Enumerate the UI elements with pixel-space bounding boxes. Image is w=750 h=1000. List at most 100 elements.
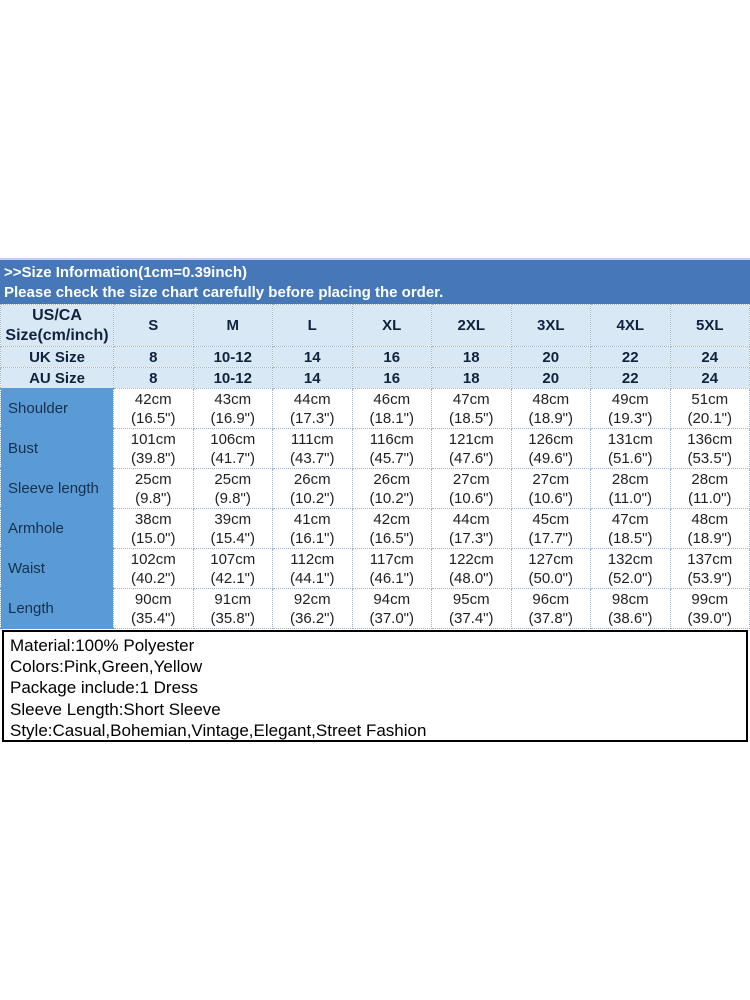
table-cell: 112cm (44.1") — [272, 548, 353, 589]
table-cell: 91cm (35.8") — [192, 588, 273, 629]
size-table-body: US/CA Size(cm/inch) S M L XL 2XL 3XL 4XL 5XL UK S… — [0, 304, 750, 629]
table-cell: 16 — [351, 367, 432, 389]
table-cell: 44cm (17.3") — [272, 388, 353, 429]
size-col-header: XL — [351, 304, 432, 347]
table-cell: 127cm (50.0") — [510, 548, 591, 589]
corner-header-cell: US/CA Size(cm/inch) — [0, 304, 114, 347]
row-label: Sleeve length — [0, 468, 114, 509]
table-row-uk_row: UK Size 8 10-12 14 16 18 20 22 24 — [0, 346, 750, 368]
table-cell: 14 — [272, 346, 353, 368]
table-cell: 14 — [272, 367, 353, 389]
table-cell: 10-12 — [192, 367, 273, 389]
row-label: Armhole — [0, 508, 114, 549]
banner-subtitle: Please check the size chart carefully be… — [4, 284, 444, 301]
table-cell: 47cm (18.5") — [431, 388, 512, 429]
table-cell: 45cm (17.7") — [510, 508, 591, 549]
table-row-measurement: Armhole 38cm (15.0") 39cm (15.4") 41cm (16.… — [0, 508, 750, 549]
table-cell: 101cm (39.8") — [113, 428, 194, 469]
table-cell: 25cm (9.8") — [192, 468, 273, 509]
table-cell: 16 — [351, 346, 432, 368]
table-cell: 8 — [113, 367, 194, 389]
table-cell: 95cm (37.4") — [431, 588, 512, 629]
table-cell: 90cm (35.4") — [113, 588, 194, 629]
table-cell: 47cm (18.5") — [590, 508, 671, 549]
size-table: US/CA Size(cm/inch) S M L XL 2XL 3XL 4XL 5XL UK S… — [0, 304, 750, 629]
table-cell: 20 — [510, 346, 591, 368]
product-info-line: Style:Casual,Bohemian,Vintage,Elegant,St… — [10, 720, 427, 740]
table-cell: 46cm (18.1") — [351, 388, 432, 429]
table-cell: 96cm (37.8") — [510, 588, 591, 629]
size-info-banner: >>Size Information(1cm=0.39inch) Please … — [0, 258, 750, 304]
row-label: UK Size — [0, 346, 114, 368]
row-label: AU Size — [0, 367, 114, 389]
banner-title: >>Size Information(1cm=0.39inch) — [4, 264, 247, 281]
table-row-measurement: Shoulder 42cm (16.5") 43cm (16.9") 44cm (17… — [0, 388, 750, 429]
table-cell: 44cm (17.3") — [431, 508, 512, 549]
table-cell: 51cm (20.1") — [669, 388, 750, 429]
table-row-measurement: Length 90cm (35.4") 91cm (35.8") 92cm (36.2… — [0, 588, 750, 629]
table-cell: 131cm (51.6") — [590, 428, 671, 469]
table-cell: 26cm (10.2") — [351, 468, 432, 509]
size-col-header: L — [272, 304, 353, 347]
product-info-line: Package include:1 Dress — [10, 678, 199, 698]
table-cell: 42cm (16.5") — [351, 508, 432, 549]
table-cell: 27cm (10.6") — [510, 468, 591, 509]
table-cell: 111cm (43.7") — [272, 428, 353, 469]
product-info-line: Colors:Pink,Green,Yellow — [10, 657, 203, 677]
table-cell: 28cm (11.0") — [669, 468, 750, 509]
table-row-measurement: Sleeve length 25cm (9.8") 25cm (9.8") 26cm … — [0, 468, 750, 509]
table-cell: 22 — [590, 346, 671, 368]
table-cell: 24 — [669, 367, 750, 389]
table-cell: 48cm (18.9") — [669, 508, 750, 549]
table-cell: 43cm (16.9") — [192, 388, 273, 429]
table-cell: 39cm (15.4") — [192, 508, 273, 549]
table-cell: 10-12 — [192, 346, 273, 368]
table-cell: 42cm (16.5") — [113, 388, 194, 429]
table-cell: 22 — [590, 367, 671, 389]
table-cell: 25cm (9.8") — [113, 468, 194, 509]
table-cell: 132cm (52.0") — [590, 548, 671, 589]
table-cell: 49cm (19.3") — [590, 388, 671, 429]
table-cell: 99cm (39.0") — [669, 588, 750, 629]
table-cell: 28cm (11.0") — [590, 468, 671, 509]
table-row-measurement: Bust 101cm (39.8") 106cm (41.7") 111cm (43.… — [0, 428, 750, 469]
size-col-header: 5XL — [669, 304, 750, 347]
size-col-header: 4XL — [590, 304, 671, 347]
table-cell: 18 — [431, 367, 512, 389]
table-cell: 116cm (45.7") — [351, 428, 432, 469]
table-cell: 92cm (36.2") — [272, 588, 353, 629]
size-col-header: 2XL — [431, 304, 512, 347]
table-row-sizes: US/CA Size(cm/inch) S M L XL 2XL 3XL 4XL 5XL — [0, 304, 750, 347]
table-cell: 126cm (49.6") — [510, 428, 591, 469]
table-cell: 102cm (40.2") — [113, 548, 194, 589]
table-cell: 117cm (46.1") — [351, 548, 432, 589]
table-cell: 137cm (53.9") — [669, 548, 750, 589]
table-cell: 107cm (42.1") — [192, 548, 273, 589]
table-cell: 38cm (15.0") — [113, 508, 194, 549]
row-label: Shoulder — [0, 388, 114, 429]
table-row-au_row: AU Size 8 10-12 14 16 18 20 22 24 — [0, 367, 750, 389]
row-label: Bust — [0, 428, 114, 469]
table-cell: 27cm (10.6") — [431, 468, 512, 509]
table-cell: 20 — [510, 367, 591, 389]
table-cell: 136cm (53.5") — [669, 428, 750, 469]
table-cell: 98cm (38.6") — [590, 588, 671, 629]
product-info-line: Sleeve Length:Short Sleeve — [10, 699, 221, 719]
table-cell: 94cm (37.0") — [351, 588, 432, 629]
row-label: Waist — [0, 548, 114, 589]
table-cell: 18 — [431, 346, 512, 368]
table-cell: 26cm (10.2") — [272, 468, 353, 509]
table-cell: 8 — [113, 346, 194, 368]
table-cell: 41cm (16.1") — [272, 508, 353, 549]
table-cell: 24 — [669, 346, 750, 368]
product-info-line: Material:100% Polyester — [10, 636, 195, 655]
size-col-header: M — [192, 304, 273, 347]
table-cell: 48cm (18.9") — [510, 388, 591, 429]
size-col-header: 3XL — [510, 304, 591, 347]
table-cell: 122cm (48.0") — [431, 548, 512, 589]
product-info-box: Material:100% Polyester Colors:Pink,Green… — [2, 630, 748, 742]
table-row-measurement: Waist 102cm (40.2") 107cm (42.1") 112cm (44… — [0, 548, 750, 589]
table-cell: 121cm (47.6") — [431, 428, 512, 469]
row-label: Length — [0, 588, 114, 629]
